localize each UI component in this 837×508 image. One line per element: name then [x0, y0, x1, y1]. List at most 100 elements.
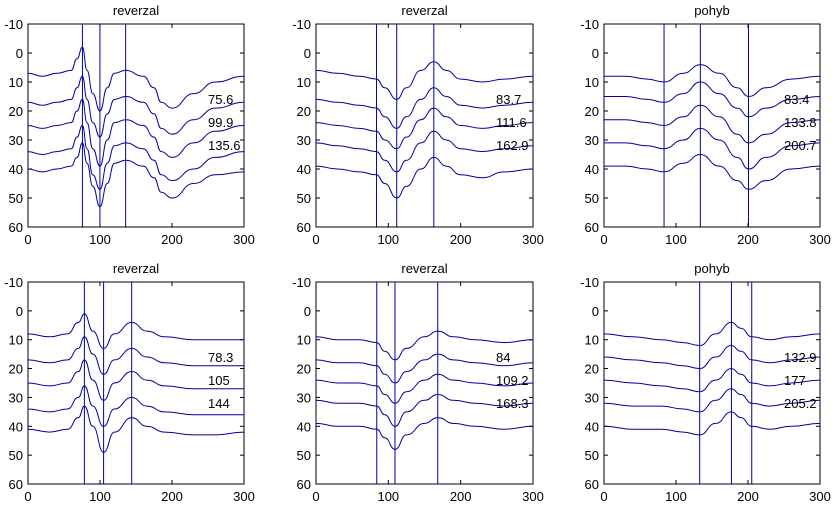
x-tick-label: 200 [737, 489, 759, 504]
x-tick-label: 0 [24, 489, 31, 504]
series-line [27, 359, 244, 401]
y-tick-label: 60 [297, 220, 311, 235]
y-tick-label: 50 [9, 191, 23, 206]
x-tick-label: 200 [737, 232, 759, 247]
y-tick-label: 10 [585, 333, 599, 348]
series-line [315, 330, 534, 361]
value-label: 144 [208, 396, 230, 411]
x-tick-label: 0 [600, 232, 607, 247]
series-line [604, 64, 821, 98]
x-tick-label: 300 [233, 232, 255, 247]
y-tick-label: 50 [585, 191, 599, 206]
y-tick-label: 0 [16, 304, 23, 319]
x-tick-label: 300 [809, 489, 831, 504]
y-tick-label: 50 [297, 191, 311, 206]
y-tick-label: 60 [585, 477, 599, 492]
y-tick-label: 50 [585, 448, 599, 463]
y-tick-label: 10 [297, 333, 311, 348]
series-line [315, 156, 534, 199]
y-tick-label: 60 [585, 220, 599, 235]
series-line [604, 81, 821, 118]
subplot-title: reverzal [401, 3, 447, 18]
value-label: 168.3 [496, 396, 529, 411]
value-label: 83.4 [784, 92, 809, 107]
subplot-title: reverzal [113, 261, 159, 276]
y-tick-label: -10 [292, 17, 311, 32]
y-tick-label: 30 [585, 133, 599, 148]
x-tick-label: 0 [312, 489, 319, 504]
y-tick-label: 0 [592, 304, 599, 319]
value-label: 200.7 [784, 138, 817, 153]
y-tick-label: 20 [9, 362, 23, 377]
x-tick-label: 100 [377, 232, 399, 247]
x-tick-label: 0 [24, 232, 31, 247]
x-tick-label: 100 [665, 232, 687, 247]
series-line [603, 344, 821, 370]
series-line [315, 87, 534, 129]
x-tick-label: 300 [522, 232, 544, 247]
series-line [604, 153, 821, 190]
series-line [604, 127, 821, 170]
y-tick-label: 50 [297, 448, 311, 463]
x-tick-label: 100 [377, 489, 399, 504]
y-tick-label: 50 [9, 448, 23, 463]
y-tick-label: 0 [304, 304, 311, 319]
y-tick-label: 0 [592, 46, 599, 61]
series-line [315, 107, 534, 150]
subplot-1: reverzal 0 100 200 300 -10 0 10 20 30 40 50 60 75.6 99… [4, 3, 255, 247]
value-label: 78.3 [208, 350, 233, 365]
y-tick-label: 40 [9, 419, 23, 434]
axes-frame [603, 23, 821, 228]
y-tick-label: 60 [297, 477, 311, 492]
value-label: 84 [496, 350, 510, 365]
subplot-title: reverzal [401, 261, 447, 276]
y-tick-label: 20 [297, 104, 311, 119]
x-tick-label: 100 [665, 489, 687, 504]
y-tick-label: 40 [585, 162, 599, 177]
series-line [315, 417, 534, 450]
series-line [315, 353, 534, 384]
value-label: 133.8 [784, 115, 817, 130]
series-line [315, 393, 534, 427]
axes-frame [603, 281, 821, 485]
series-line [315, 61, 534, 100]
y-tick-label: -10 [580, 17, 599, 32]
series-line [603, 388, 821, 413]
value-label: 83.7 [496, 92, 521, 107]
subplot-5: reverzal 0 100 200 300 -10 0 10 20 30 40 50 60 84 109.… [292, 261, 544, 504]
y-tick-label: 20 [9, 104, 23, 119]
value-label: 162.9 [496, 138, 529, 153]
x-tick-label: 100 [89, 489, 111, 504]
series-line [603, 411, 821, 436]
series-line [603, 368, 821, 393]
series-line [315, 130, 534, 173]
series-line [27, 75, 245, 138]
y-tick-label: 60 [9, 477, 23, 492]
value-label: 135.6 [208, 138, 241, 153]
y-tick-label: 30 [297, 133, 311, 148]
series-line [315, 373, 534, 404]
x-tick-label: 200 [450, 232, 472, 247]
y-tick-label: 30 [9, 133, 23, 148]
series-line [27, 46, 245, 112]
value-label: 111.6 [496, 115, 527, 130]
y-tick-label: -10 [580, 275, 599, 290]
series-line [603, 321, 821, 347]
y-tick-label: 40 [297, 419, 311, 434]
x-tick-label: 200 [450, 489, 472, 504]
series-line [27, 98, 245, 167]
y-tick-label: 40 [297, 162, 311, 177]
value-label: 99.9 [208, 115, 233, 130]
y-tick-label: 10 [297, 75, 311, 90]
y-tick-label: 10 [585, 75, 599, 90]
y-tick-label: 0 [16, 46, 23, 61]
value-label: 177 [784, 373, 806, 388]
value-label: 205.2 [784, 396, 817, 411]
x-tick-label: 300 [809, 232, 831, 247]
subplot-title: pohyb [694, 3, 729, 18]
y-tick-label: -10 [4, 275, 23, 290]
y-tick-label: 30 [9, 390, 23, 405]
x-tick-label: 0 [600, 489, 607, 504]
series-line [27, 405, 245, 453]
